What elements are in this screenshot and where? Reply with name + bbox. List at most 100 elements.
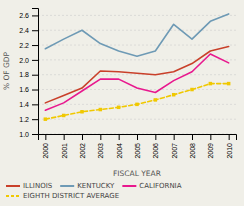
- x-tick-label: 2008: [189, 143, 196, 159]
- x-tick: 2005: [134, 134, 141, 159]
- series-marker: [62, 114, 66, 118]
- legend-item: EIGHTH DISTRICT AVERAGE: [6, 192, 119, 200]
- legend-swatch: [6, 195, 20, 197]
- grid: [38, 15, 236, 134]
- legend: ILLINOIS KENTUCKY CALIFORNIA EIGHTH DISTRIC…: [6, 182, 182, 200]
- series-marker: [227, 82, 231, 86]
- y-tick-mark: [32, 60, 38, 61]
- y-axis: 1.0 1.2 1.4 1.6 1.8 2.0 2.2 2.4 2.6: [19, 9, 38, 138]
- grid-line: [38, 119, 236, 120]
- x-tick: 2002: [79, 134, 86, 159]
- x-tick-mark: [229, 134, 230, 140]
- x-tick-mark: [82, 134, 83, 140]
- legend-swatch: [122, 185, 136, 187]
- y-tick-label: 2.6: [19, 12, 29, 19]
- x-tick: 2006: [152, 134, 159, 159]
- y-tick: 2.0: [19, 57, 38, 64]
- x-tick-label: 2001: [61, 143, 68, 159]
- x-tick-label: 2005: [134, 143, 141, 159]
- y-tick-mark: [32, 134, 38, 135]
- x-tick-label: 2002: [79, 143, 86, 159]
- series-line: [45, 14, 228, 56]
- x-tick-mark: [64, 134, 65, 140]
- y-tick: 2.6: [19, 12, 38, 19]
- x-tick: 2008: [189, 134, 196, 159]
- y-tick: 2.2: [19, 42, 38, 49]
- chart: ILLINOIS KENTUCKY CALIFORNIA EIGHTH DISTRIC…: [0, 0, 244, 206]
- legend-swatch: [60, 185, 74, 187]
- grid-line: [38, 15, 236, 16]
- grid-line: [38, 89, 236, 90]
- y-tick-mark: [32, 15, 38, 16]
- grid-line: [38, 74, 236, 75]
- series-marker: [44, 117, 48, 121]
- x-tick-mark: [100, 134, 101, 140]
- x-axis: 2000 2001 2002 2003 2004 2005 2006 2007 2008 2009…: [39, 134, 237, 159]
- y-tick: 1.2: [19, 116, 38, 123]
- legend-item: ILLINOIS: [6, 182, 53, 190]
- y-tick-mark: [32, 30, 38, 31]
- x-tick-mark: [155, 134, 156, 140]
- y-tick-label: 2.0: [19, 57, 29, 64]
- x-tick-label: 2003: [97, 143, 104, 159]
- series-marker: [154, 98, 158, 102]
- x-tick-mark: [210, 134, 211, 140]
- y-tick-label: 2.4: [19, 27, 29, 34]
- legend-item: KENTUCKY: [60, 182, 115, 190]
- y-tick-label: 1.2: [19, 116, 29, 123]
- x-tick-label: 2006: [152, 143, 159, 159]
- x-tick: 2003: [97, 134, 104, 159]
- legend-swatch: [6, 185, 20, 187]
- y-tick-mark: [32, 45, 38, 46]
- x-axis-line: [39, 135, 237, 141]
- y-axis-line: [32, 9, 39, 135]
- y-tick-label: 1.4: [19, 101, 29, 108]
- x-tick: 2009: [207, 134, 214, 159]
- x-tick-label: 2007: [171, 143, 178, 159]
- legend-label: ILLINOIS: [23, 182, 53, 190]
- x-tick-label: 2010: [226, 143, 233, 159]
- y-tick-mark: [32, 104, 38, 105]
- y-tick-mark: [32, 90, 38, 91]
- y-tick: 1.6: [19, 86, 38, 93]
- series-marker: [99, 108, 103, 112]
- x-tick-mark: [192, 134, 193, 140]
- series-marker: [117, 106, 121, 110]
- y-tick: 1.4: [19, 101, 38, 108]
- series-line: [45, 54, 228, 110]
- grid-line: [38, 59, 236, 60]
- series-line: [45, 47, 228, 103]
- legend-item: CALIFORNIA: [122, 182, 181, 190]
- y-tick-label: 2.2: [19, 42, 29, 49]
- x-tick-mark: [45, 134, 46, 140]
- x-tick: 2007: [171, 134, 178, 159]
- grid-line: [38, 45, 236, 46]
- x-axis-title: FISCAL YEAR: [113, 169, 161, 178]
- x-tick: 2000: [42, 134, 49, 159]
- x-tick-label: 2000: [42, 143, 49, 159]
- series-marker: [209, 82, 213, 86]
- series-marker: [172, 93, 176, 97]
- series-marker: [190, 88, 194, 92]
- y-tick-label: 1.8: [19, 71, 29, 78]
- series-marker: [135, 103, 139, 107]
- y-tick: 1.8: [19, 71, 38, 78]
- x-tick: 2001: [61, 134, 68, 159]
- y-tick-mark: [32, 75, 38, 76]
- plot-area: [44, 14, 231, 121]
- x-tick: 2010: [226, 134, 233, 159]
- x-tick-mark: [174, 134, 175, 140]
- x-tick-label: 2009: [207, 143, 214, 159]
- x-tick-mark: [137, 134, 138, 140]
- legend-label: EIGHTH DISTRICT AVERAGE: [23, 192, 119, 200]
- legend-label: CALIFORNIA: [139, 182, 181, 190]
- grid-line: [38, 30, 236, 31]
- y-tick-label: 1.6: [19, 86, 29, 93]
- y-axis-title: % OF GDP: [2, 51, 11, 90]
- x-tick-label: 2004: [116, 143, 123, 159]
- x-tick: 2004: [116, 134, 123, 159]
- y-tick-mark: [32, 119, 38, 120]
- y-tick-label: 1.0: [19, 131, 29, 138]
- series-line: [45, 84, 228, 120]
- legend-label: KENTUCKY: [77, 182, 115, 190]
